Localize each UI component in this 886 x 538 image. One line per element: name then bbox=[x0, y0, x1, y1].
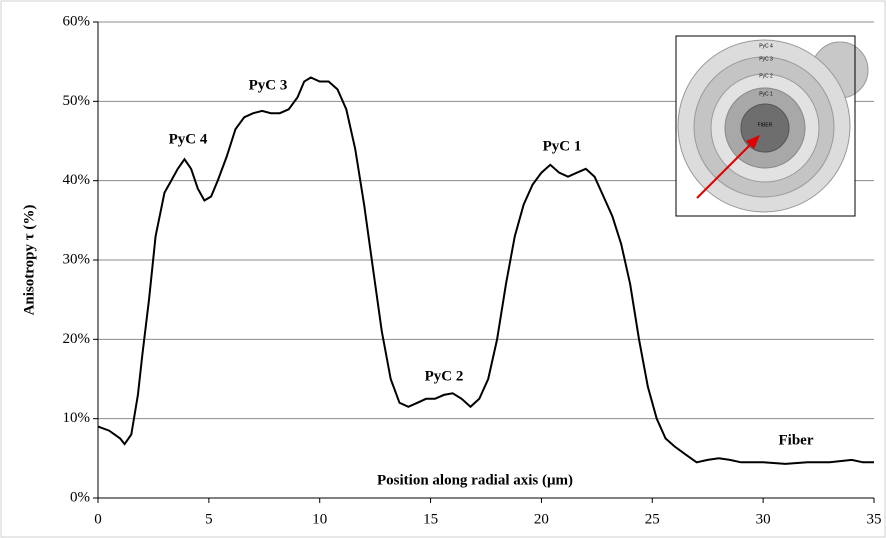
y-tick-label: 60% bbox=[63, 13, 91, 29]
inset-label: FIBER bbox=[758, 122, 773, 128]
y-tick-label: 20% bbox=[63, 331, 91, 347]
annotation: PyC 1 bbox=[543, 138, 582, 154]
y-tick-label: 0% bbox=[70, 489, 90, 505]
inset: PyC 4 PyC 3 PyC 2 PyC 1 FIBER bbox=[675, 35, 869, 217]
x-tick-label: 5 bbox=[205, 511, 213, 527]
y-tick-label: 30% bbox=[63, 251, 91, 267]
x-tick-label: 10 bbox=[312, 511, 327, 527]
x-tick-label: 25 bbox=[645, 511, 660, 527]
annotation: PyC 2 bbox=[425, 368, 464, 384]
y-axis-label: Anisotropy τ (%) bbox=[21, 205, 37, 316]
y-tick-label: 50% bbox=[63, 93, 91, 109]
annotation: Fiber bbox=[779, 432, 814, 448]
inset-label: PyC 3 bbox=[759, 56, 773, 62]
annotation: PyC 3 bbox=[249, 77, 288, 93]
y-tick-label: 10% bbox=[63, 410, 91, 426]
inset-label: PyC 4 bbox=[759, 43, 773, 49]
inset-label: PyC 2 bbox=[759, 73, 773, 79]
x-tick-label: 35 bbox=[867, 511, 882, 527]
x-tick-label: 20 bbox=[534, 511, 549, 527]
data-line bbox=[97, 76, 874, 465]
inset-arrow bbox=[696, 142, 753, 199]
x-tick-label: 15 bbox=[423, 511, 438, 527]
annotation: PyC 4 bbox=[169, 131, 208, 147]
y-tick-label: 40% bbox=[63, 172, 91, 188]
x-axis-label: Position along radial axis (μm) bbox=[377, 472, 573, 488]
inset-frame-top bbox=[675, 35, 856, 217]
x-tick-label: 30 bbox=[756, 511, 771, 527]
inset-arrowhead bbox=[746, 135, 760, 149]
x-tick-label: 0 bbox=[94, 511, 102, 527]
inset-label: PyC 1 bbox=[759, 91, 773, 97]
